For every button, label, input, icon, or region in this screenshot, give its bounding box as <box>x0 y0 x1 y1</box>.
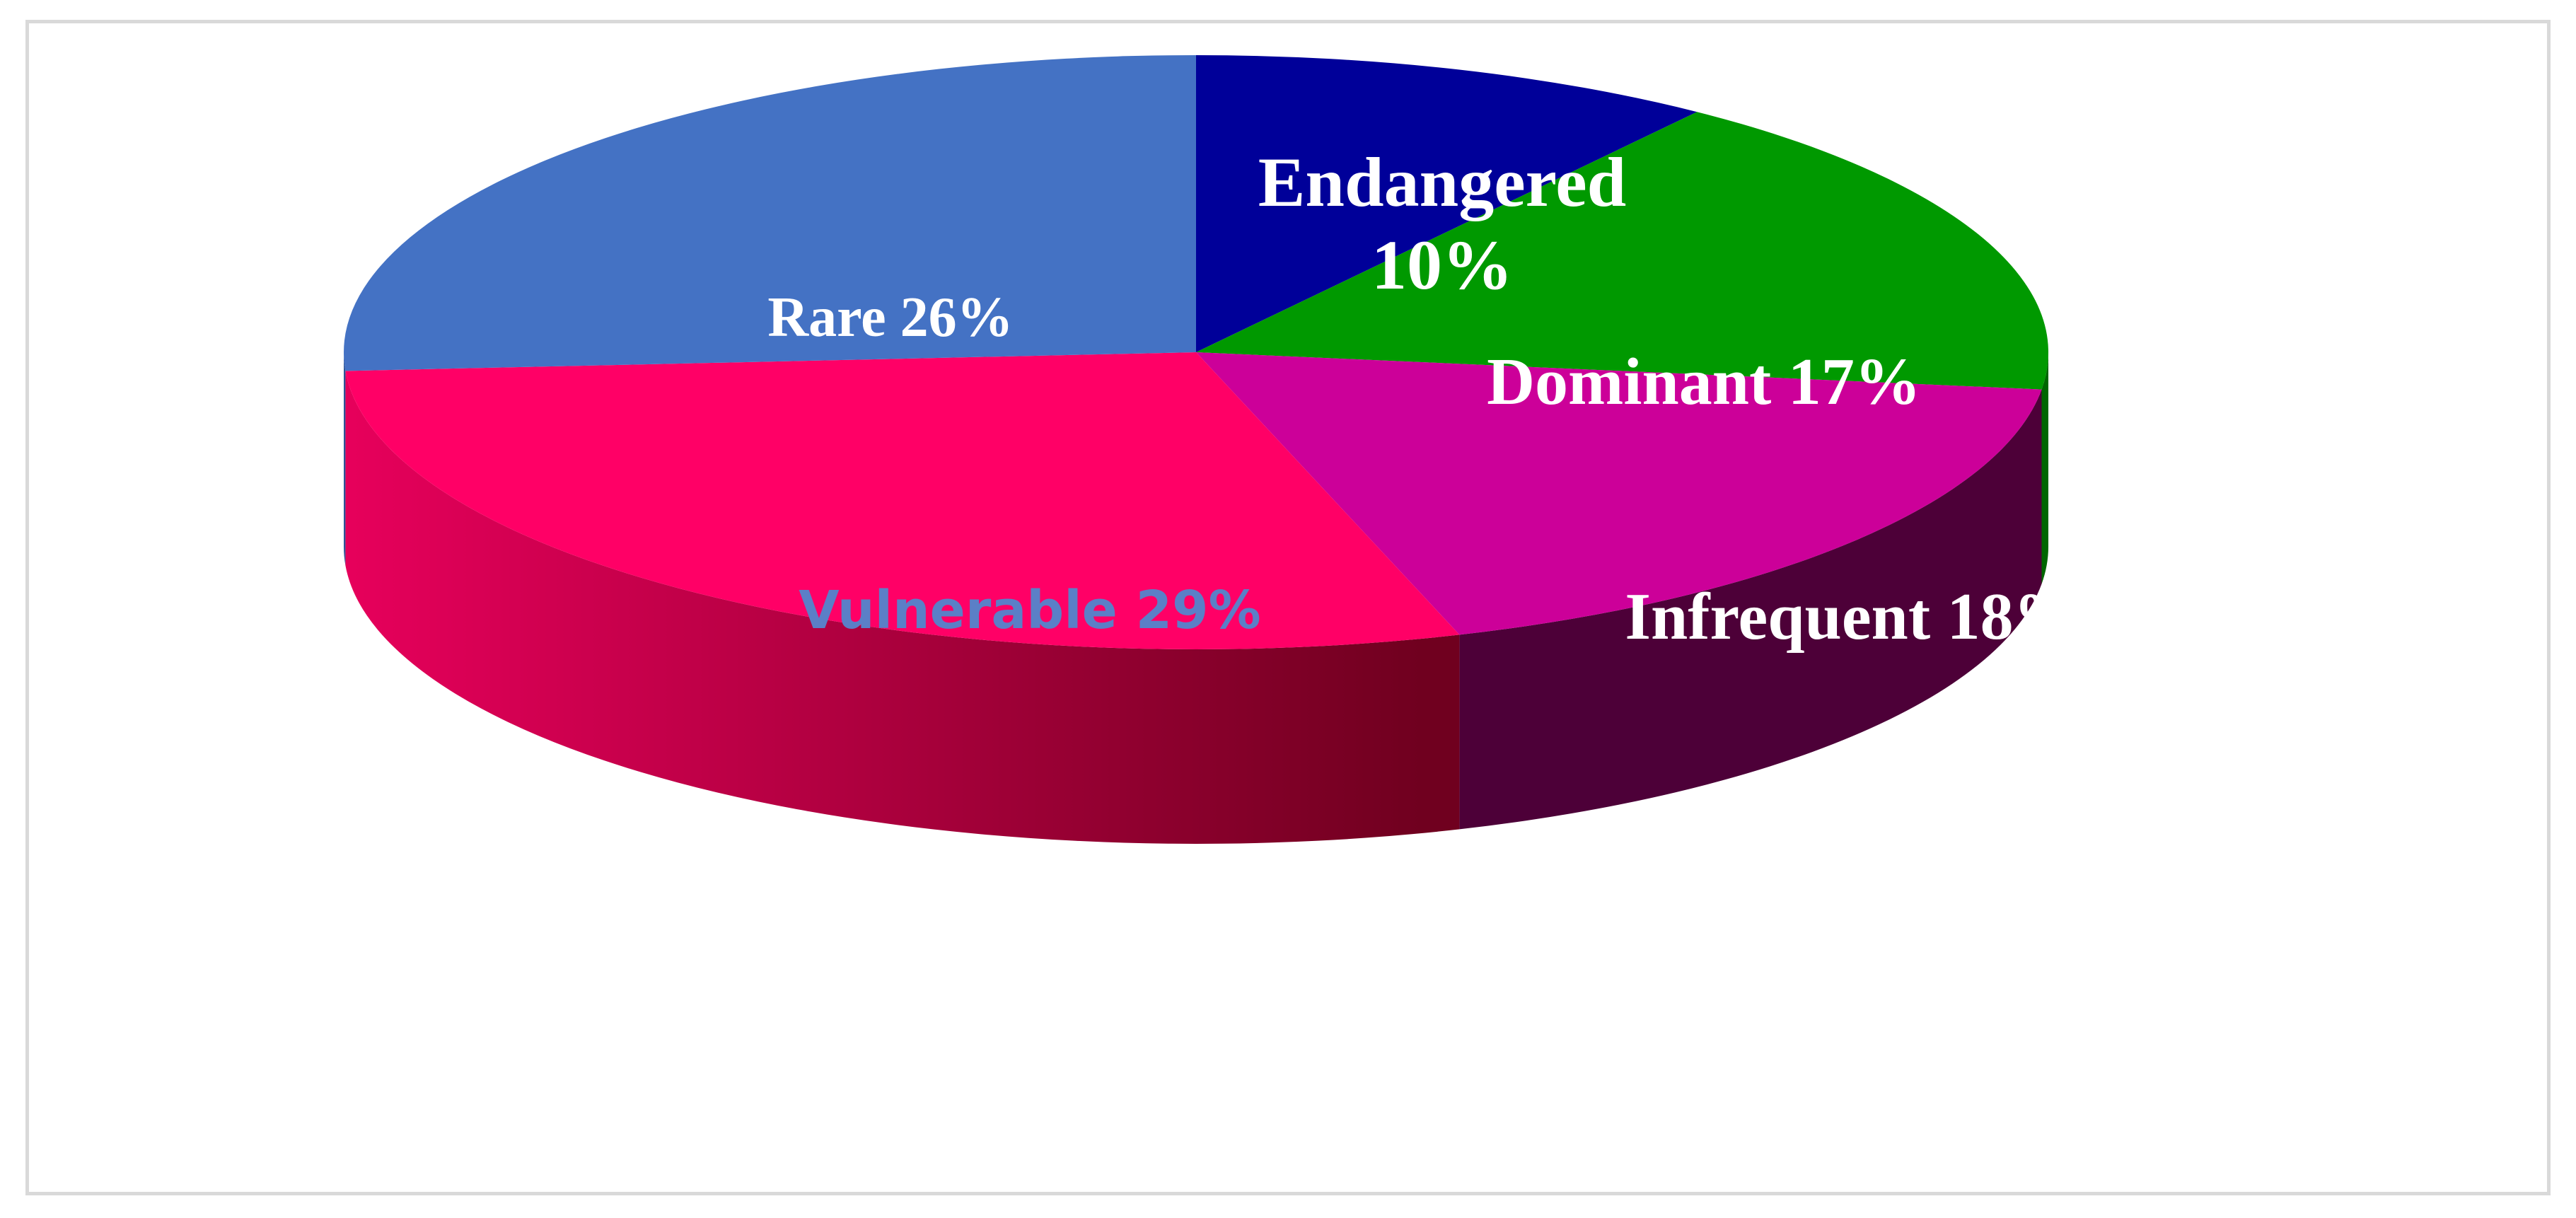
slice-infrequent <box>1196 352 2042 635</box>
slice-rare <box>344 55 1196 371</box>
slice-vulnerable <box>345 352 1460 649</box>
slice-side-vulnerable <box>345 371 1460 844</box>
slice-dominant <box>1196 112 2048 390</box>
slice-side-dominant <box>2041 352 2048 584</box>
chart-frame: Endangered 10% Dominant 17% Infrequent 1… <box>25 20 2551 1195</box>
slice-side-infrequent <box>1459 389 2042 830</box>
slice-label-infrequent: Infrequent 18% <box>1625 580 2079 654</box>
slice-side-rare <box>344 352 346 566</box>
slice-label-endangered: Endangered <box>1258 143 1627 221</box>
slice-label-rare: Rare 26% <box>767 286 1013 349</box>
slice-endangered <box>1196 55 1698 352</box>
slice-label-dominant: Dominant 17% <box>1487 345 1921 419</box>
pie-chart: Endangered 10% Dominant 17% Infrequent 1… <box>344 55 2080 844</box>
slice-label-vulnerable: Vulnerable 29% <box>799 580 1260 641</box>
slice-label-endangered-value: 10% <box>1371 226 1513 304</box>
